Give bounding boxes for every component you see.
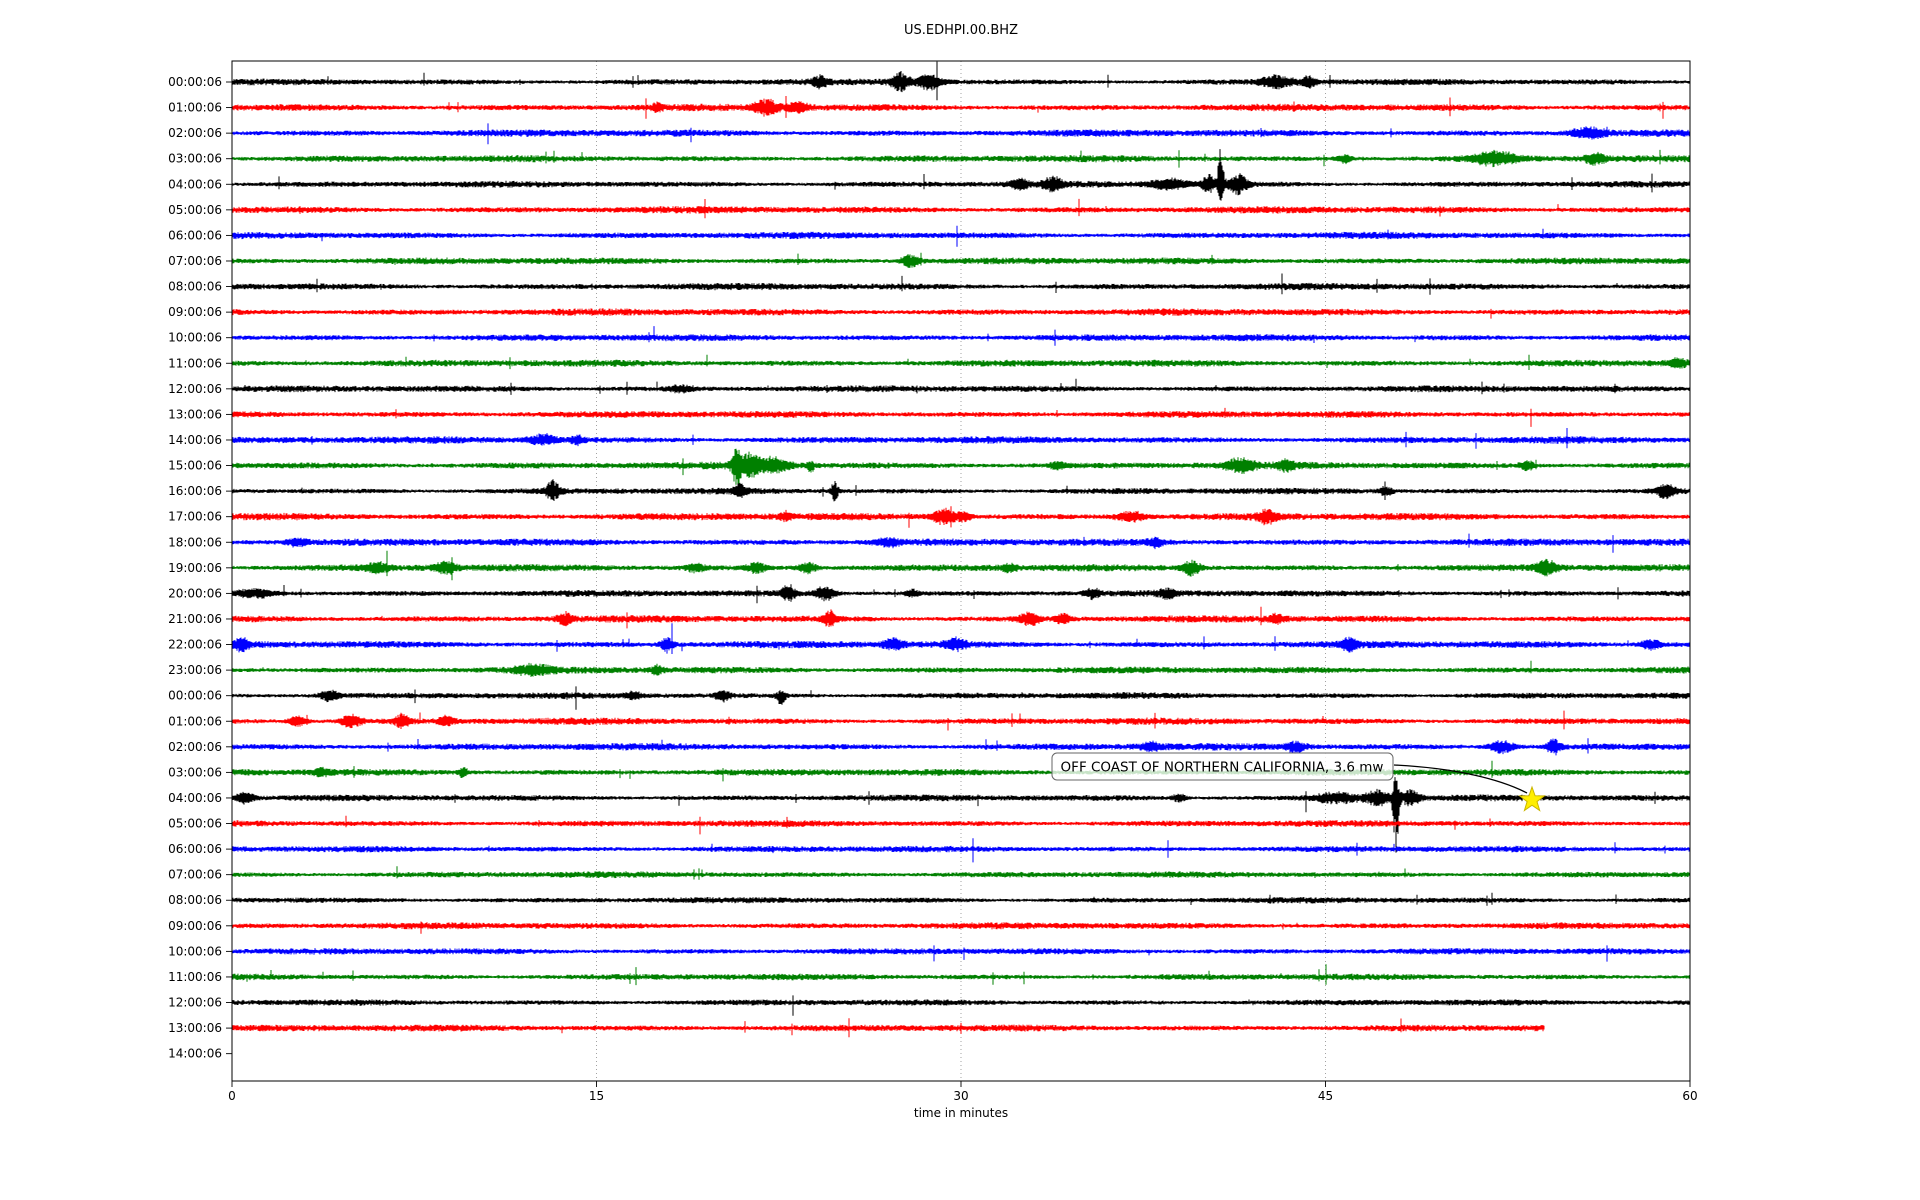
row-label: 08:00:06: [168, 893, 222, 907]
row-label: 15:00:06: [168, 459, 222, 473]
trace-row: [231, 660, 1691, 677]
row-label: 02:00:06: [168, 740, 222, 754]
earthquake-star-marker: [1518, 785, 1546, 812]
trace-row: [231, 760, 1691, 782]
trace-row: [231, 550, 1691, 581]
trace-row: [231, 225, 1691, 247]
row-label: 14:00:06: [168, 433, 222, 447]
earthquake-annotation: OFF COAST OF NORTHERN CALIFORNIA, 3.6 mw: [1051, 752, 1546, 812]
x-tick-label: 30: [953, 1089, 968, 1103]
row-label: 09:00:06: [168, 919, 222, 933]
row-label: 05:00:06: [168, 817, 222, 831]
row-label: 12:00:06: [168, 382, 222, 396]
trace-row: [231, 1018, 1545, 1038]
row-label: 06:00:06: [168, 842, 222, 856]
row-label: 10:00:06: [168, 944, 222, 958]
trace-row: [231, 354, 1691, 370]
trace-row: [231, 892, 1691, 906]
trace-row: [231, 921, 1691, 934]
annotation-leader-line: [1393, 764, 1528, 794]
row-label: 23:00:06: [168, 663, 222, 677]
row-label: 20:00:06: [168, 586, 222, 600]
x-axis-label: time in minutes: [914, 1106, 1008, 1120]
row-label: 17:00:06: [168, 510, 222, 524]
row-label: 02:00:06: [168, 126, 222, 140]
trace-row: [231, 273, 1691, 295]
trace-row: [231, 61, 1691, 101]
row-label: 05:00:06: [168, 203, 222, 217]
row-label: 16:00:06: [168, 484, 222, 498]
row-label: 09:00:06: [168, 305, 222, 319]
row-label: 03:00:06: [168, 765, 222, 779]
row-label: 22:00:06: [168, 638, 222, 652]
row-label: 14:00:06: [168, 1047, 222, 1061]
row-label: 00:00:06: [168, 689, 222, 703]
row-label: 18:00:06: [168, 535, 222, 549]
row-label: 12:00:06: [168, 996, 222, 1010]
row-label: 04:00:06: [168, 791, 222, 805]
x-axis-ticks: 0 15 30 45 60: [228, 1081, 1698, 1103]
x-tick-label: 0: [228, 1089, 236, 1103]
trace-row: [231, 584, 1691, 604]
row-label: 10:00:06: [168, 331, 222, 345]
row-label: 01:00:06: [168, 101, 222, 115]
row-label: 00:00:06: [168, 75, 222, 89]
x-tick-label: 60: [1682, 1089, 1697, 1103]
row-label: 08:00:06: [168, 280, 222, 294]
row-label: 06:00:06: [168, 228, 222, 242]
trace-row: [231, 149, 1691, 168]
trace-row: [231, 96, 1691, 119]
row-label: 11:00:06: [168, 970, 222, 984]
annotation-box: [1051, 752, 1394, 781]
trace-row: [231, 479, 1691, 502]
trace-row: [231, 945, 1691, 962]
row-label: 19:00:06: [168, 561, 222, 575]
annotation-label: OFF COAST OF NORTHERN CALIFORNIA, 3.6 mw: [1061, 760, 1384, 776]
row-label: 13:00:06: [168, 1021, 222, 1035]
y-axis-ticks: 00:00:06 01:00:06 02:00:06 03:00:06 04:00:06…: [168, 75, 232, 1061]
row-label: 21:00:06: [168, 612, 222, 626]
x-tick-label: 15: [589, 1089, 604, 1103]
chart-title: US.EDHPI.00.BHZ: [904, 23, 1018, 38]
trace-row: [231, 738, 1691, 756]
row-label: 13:00:06: [168, 407, 222, 421]
row-label: 07:00:06: [168, 868, 222, 882]
row-label: 11:00:06: [168, 356, 222, 370]
row-label: 07:00:06: [168, 254, 222, 268]
x-tick-label: 45: [1318, 1089, 1333, 1103]
row-label: 01:00:06: [168, 714, 222, 728]
row-label: 03:00:06: [168, 152, 222, 166]
row-label: 04:00:06: [168, 177, 222, 191]
